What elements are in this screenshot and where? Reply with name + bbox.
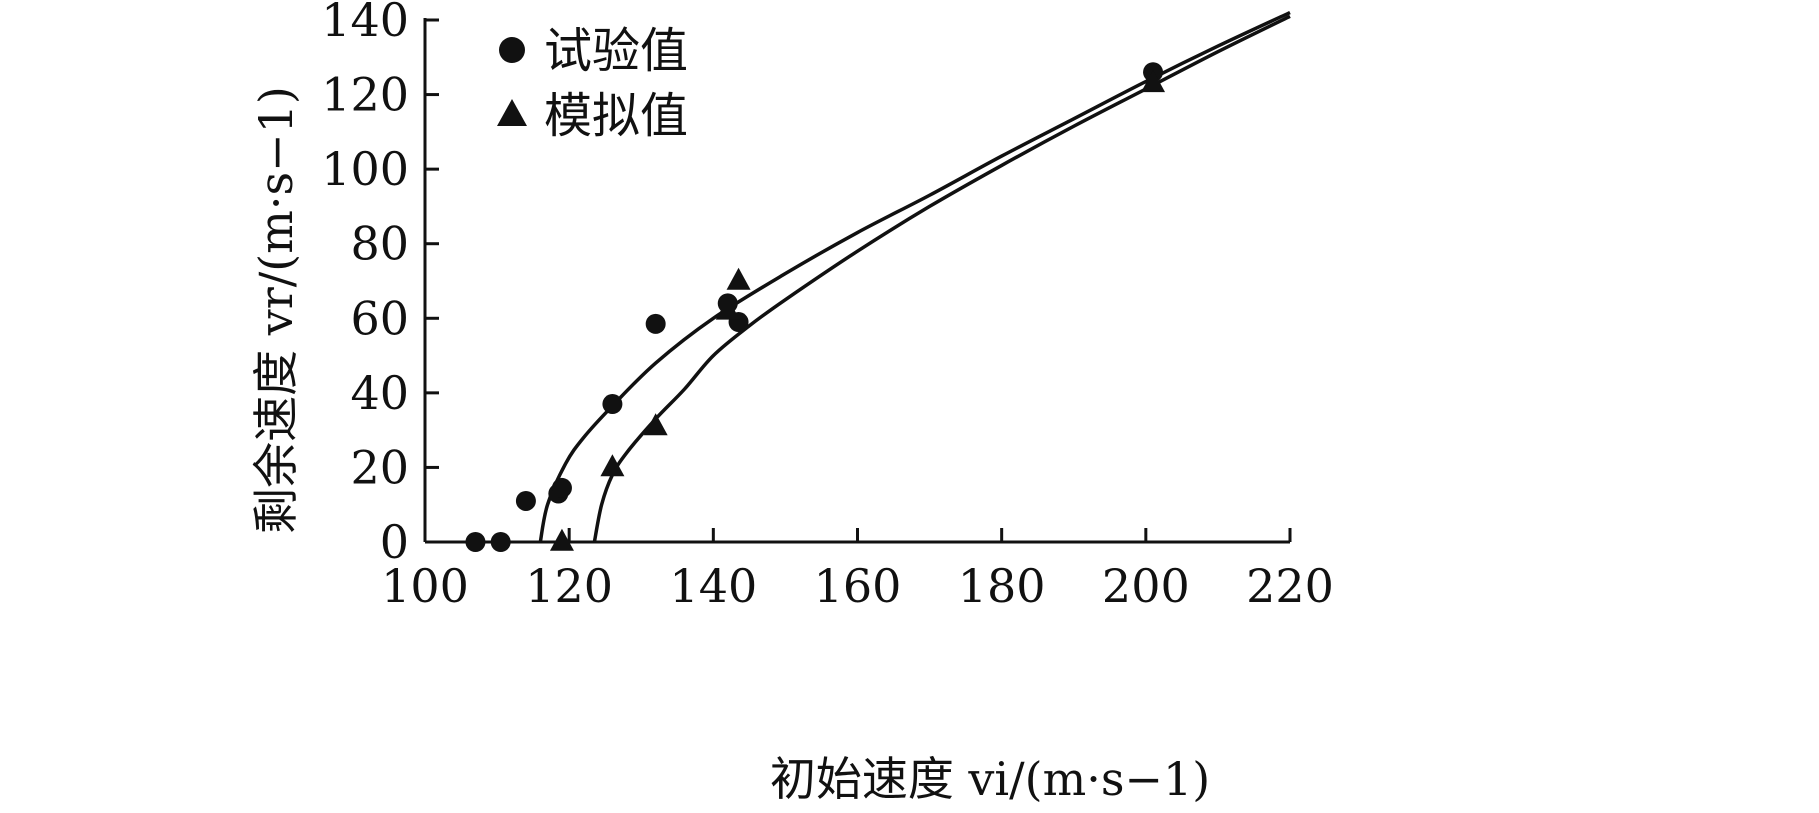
test-value-point	[602, 394, 623, 415]
x-tick-label: 160	[814, 559, 902, 613]
simulated-value-point	[726, 267, 751, 290]
test-value-point	[490, 532, 511, 552]
simulated-value-point	[715, 297, 740, 320]
y-tick-label: 80	[350, 217, 409, 271]
test-value-point	[465, 532, 486, 552]
simulated-value-point	[643, 413, 668, 436]
x-tick-label: 220	[1246, 559, 1334, 613]
test-value-point	[645, 313, 666, 334]
fit-curve-1	[538, 10, 1291, 543]
y-tick-label: 140	[321, 0, 409, 47]
y-axis-label: 剩余速度 vr/(m·s−1)	[249, 86, 303, 534]
legend-label-test: 试验值	[544, 23, 688, 79]
x-axis-label: 初始速度 vi/(m·s−1)	[770, 752, 1210, 806]
y-tick-label: 20	[350, 440, 409, 494]
data-points	[465, 62, 1166, 552]
test-value-point	[551, 477, 572, 498]
y-tick-label: 60	[350, 291, 409, 345]
simulated-value-point	[600, 454, 625, 477]
x-tick-label: 140	[669, 559, 757, 613]
x-ticks: 100 120 140 160 180 200 220	[381, 528, 1334, 613]
y-ticks: 0 20 40 60 80 100 120 140	[321, 0, 439, 569]
y-tick-label: 120	[321, 68, 409, 122]
y-tick-label: 100	[321, 142, 409, 196]
legend-label-sim: 模拟值	[544, 88, 688, 144]
simulated-value-point	[1141, 70, 1166, 93]
fit-curve-2	[592, 14, 1291, 543]
test-value-point	[515, 490, 536, 511]
y-tick-label: 40	[350, 366, 409, 420]
fit-curves	[538, 10, 1291, 543]
simulated-value-point	[549, 528, 574, 551]
x-tick-label: 180	[958, 559, 1046, 613]
legend-circle-marker	[499, 37, 525, 63]
legend-triangle-marker	[497, 99, 527, 126]
y-tick-label: 0	[380, 515, 409, 569]
x-tick-label: 120	[525, 559, 613, 613]
x-tick-label: 200	[1102, 559, 1190, 613]
x-tick-label: 100	[381, 559, 469, 613]
